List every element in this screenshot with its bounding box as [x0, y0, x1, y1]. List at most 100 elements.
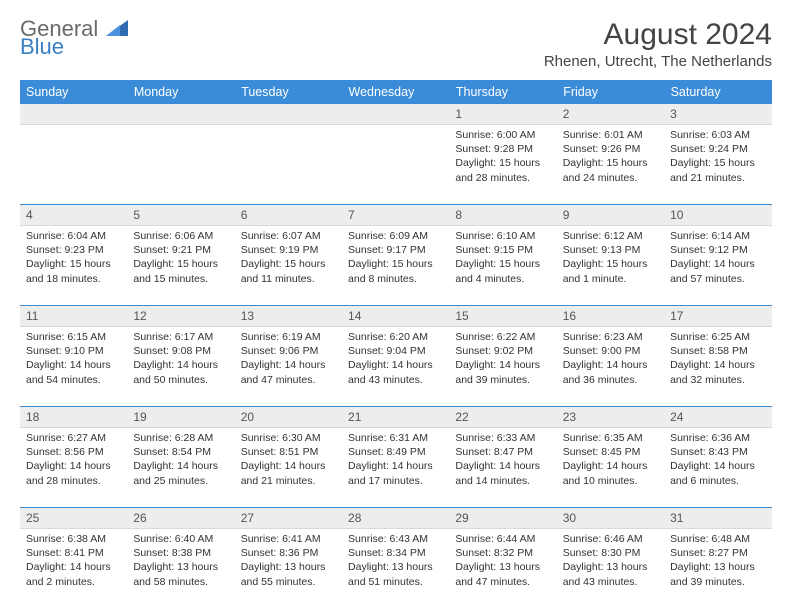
day-content-cell: Sunrise: 6:33 AMSunset: 8:47 PMDaylight:… [449, 428, 556, 508]
sunset-text: Sunset: 9:23 PM [26, 243, 121, 257]
sunset-text: Sunset: 8:56 PM [26, 445, 121, 459]
location-text: Rhenen, Utrecht, The Netherlands [544, 53, 772, 70]
day-content-cell: Sunrise: 6:12 AMSunset: 9:13 PMDaylight:… [557, 226, 664, 306]
day-number-cell: 27 [235, 508, 342, 529]
day-content-cell: Sunrise: 6:43 AMSunset: 8:34 PMDaylight:… [342, 529, 449, 609]
daylight-text: Daylight: 13 hours and 39 minutes. [670, 560, 765, 588]
day-content-cell: Sunrise: 6:40 AMSunset: 8:38 PMDaylight:… [127, 529, 234, 609]
weekday-header: Wednesday [342, 80, 449, 104]
sunrise-text: Sunrise: 6:27 AM [26, 431, 121, 445]
sunset-text: Sunset: 8:51 PM [241, 445, 336, 459]
brand-logo: General Blue [20, 18, 130, 58]
sunrise-text: Sunrise: 6:03 AM [670, 128, 765, 142]
sunset-text: Sunset: 9:28 PM [455, 142, 550, 156]
sunset-text: Sunset: 9:12 PM [670, 243, 765, 257]
day-number-cell: 19 [127, 407, 234, 428]
day-number-cell: 29 [449, 508, 556, 529]
daylight-text: Daylight: 15 hours and 21 minutes. [670, 156, 765, 184]
day-content-cell: Sunrise: 6:15 AMSunset: 9:10 PMDaylight:… [20, 327, 127, 407]
sunrise-text: Sunrise: 6:33 AM [455, 431, 550, 445]
day-number-row: 123 [20, 104, 772, 125]
sunset-text: Sunset: 8:58 PM [670, 344, 765, 358]
day-content-cell: Sunrise: 6:48 AMSunset: 8:27 PMDaylight:… [664, 529, 771, 609]
daylight-text: Daylight: 14 hours and 39 minutes. [455, 358, 550, 386]
sunrise-text: Sunrise: 6:10 AM [455, 229, 550, 243]
day-number-cell: 15 [449, 306, 556, 327]
daylight-text: Daylight: 14 hours and 2 minutes. [26, 560, 121, 588]
day-number-cell: 14 [342, 306, 449, 327]
sunset-text: Sunset: 8:38 PM [133, 546, 228, 560]
sunset-text: Sunset: 9:19 PM [241, 243, 336, 257]
day-number-cell: 13 [235, 306, 342, 327]
sunrise-text: Sunrise: 6:35 AM [563, 431, 658, 445]
day-number-cell: 24 [664, 407, 771, 428]
day-content-cell: Sunrise: 6:23 AMSunset: 9:00 PMDaylight:… [557, 327, 664, 407]
sunrise-text: Sunrise: 6:41 AM [241, 532, 336, 546]
day-number-cell: 21 [342, 407, 449, 428]
daylight-text: Daylight: 13 hours and 51 minutes. [348, 560, 443, 588]
day-content-row: Sunrise: 6:00 AMSunset: 9:28 PMDaylight:… [20, 125, 772, 205]
daylight-text: Daylight: 14 hours and 50 minutes. [133, 358, 228, 386]
sunrise-text: Sunrise: 6:17 AM [133, 330, 228, 344]
calendar-body: 123Sunrise: 6:00 AMSunset: 9:28 PMDaylig… [20, 104, 772, 608]
day-number-row: 18192021222324 [20, 407, 772, 428]
day-number-row: 25262728293031 [20, 508, 772, 529]
daylight-text: Daylight: 13 hours and 55 minutes. [241, 560, 336, 588]
day-content-cell: Sunrise: 6:20 AMSunset: 9:04 PMDaylight:… [342, 327, 449, 407]
daylight-text: Daylight: 15 hours and 11 minutes. [241, 257, 336, 285]
sunset-text: Sunset: 8:47 PM [455, 445, 550, 459]
sunrise-text: Sunrise: 6:23 AM [563, 330, 658, 344]
daylight-text: Daylight: 14 hours and 14 minutes. [455, 459, 550, 487]
day-content-cell: Sunrise: 6:36 AMSunset: 8:43 PMDaylight:… [664, 428, 771, 508]
sunset-text: Sunset: 9:08 PM [133, 344, 228, 358]
daylight-text: Daylight: 14 hours and 28 minutes. [26, 459, 121, 487]
sunrise-text: Sunrise: 6:36 AM [670, 431, 765, 445]
day-content-cell: Sunrise: 6:00 AMSunset: 9:28 PMDaylight:… [449, 125, 556, 205]
sunrise-text: Sunrise: 6:20 AM [348, 330, 443, 344]
day-content-cell: Sunrise: 6:38 AMSunset: 8:41 PMDaylight:… [20, 529, 127, 609]
day-content-cell: Sunrise: 6:46 AMSunset: 8:30 PMDaylight:… [557, 529, 664, 609]
sunrise-text: Sunrise: 6:04 AM [26, 229, 121, 243]
day-number-cell: 30 [557, 508, 664, 529]
sunset-text: Sunset: 8:49 PM [348, 445, 443, 459]
sunset-text: Sunset: 8:45 PM [563, 445, 658, 459]
day-number-cell: 26 [127, 508, 234, 529]
day-content-row: Sunrise: 6:04 AMSunset: 9:23 PMDaylight:… [20, 226, 772, 306]
day-number-cell: 5 [127, 205, 234, 226]
day-content-cell: Sunrise: 6:01 AMSunset: 9:26 PMDaylight:… [557, 125, 664, 205]
day-content-cell: Sunrise: 6:28 AMSunset: 8:54 PMDaylight:… [127, 428, 234, 508]
sunrise-text: Sunrise: 6:38 AM [26, 532, 121, 546]
sunset-text: Sunset: 9:02 PM [455, 344, 550, 358]
sunrise-text: Sunrise: 6:30 AM [241, 431, 336, 445]
sunset-text: Sunset: 8:34 PM [348, 546, 443, 560]
day-content-cell: Sunrise: 6:03 AMSunset: 9:24 PMDaylight:… [664, 125, 771, 205]
day-content-cell: Sunrise: 6:09 AMSunset: 9:17 PMDaylight:… [342, 226, 449, 306]
daylight-text: Daylight: 14 hours and 17 minutes. [348, 459, 443, 487]
day-content-cell: Sunrise: 6:35 AMSunset: 8:45 PMDaylight:… [557, 428, 664, 508]
sunset-text: Sunset: 9:10 PM [26, 344, 121, 358]
daylight-text: Daylight: 15 hours and 18 minutes. [26, 257, 121, 285]
sunrise-text: Sunrise: 6:01 AM [563, 128, 658, 142]
day-content-cell: Sunrise: 6:44 AMSunset: 8:32 PMDaylight:… [449, 529, 556, 609]
sunset-text: Sunset: 8:41 PM [26, 546, 121, 560]
day-number-cell: 4 [20, 205, 127, 226]
sunset-text: Sunset: 8:54 PM [133, 445, 228, 459]
day-number-cell: 3 [664, 104, 771, 125]
day-number-cell: 1 [449, 104, 556, 125]
daylight-text: Daylight: 13 hours and 58 minutes. [133, 560, 228, 588]
calendar-page: General Blue August 2024 Rhenen, Utrecht… [0, 0, 792, 612]
day-content-cell: Sunrise: 6:19 AMSunset: 9:06 PMDaylight:… [235, 327, 342, 407]
sunset-text: Sunset: 9:06 PM [241, 344, 336, 358]
weekday-header: Friday [557, 80, 664, 104]
day-number-cell: 10 [664, 205, 771, 226]
sunset-text: Sunset: 9:13 PM [563, 243, 658, 257]
day-content-cell: Sunrise: 6:04 AMSunset: 9:23 PMDaylight:… [20, 226, 127, 306]
daylight-text: Daylight: 14 hours and 57 minutes. [670, 257, 765, 285]
day-content-row: Sunrise: 6:15 AMSunset: 9:10 PMDaylight:… [20, 327, 772, 407]
day-number-cell: 7 [342, 205, 449, 226]
day-number-cell: 17 [664, 306, 771, 327]
day-content-cell [127, 125, 234, 205]
title-block: August 2024 Rhenen, Utrecht, The Netherl… [544, 18, 772, 70]
sunset-text: Sunset: 8:30 PM [563, 546, 658, 560]
day-number-cell: 28 [342, 508, 449, 529]
